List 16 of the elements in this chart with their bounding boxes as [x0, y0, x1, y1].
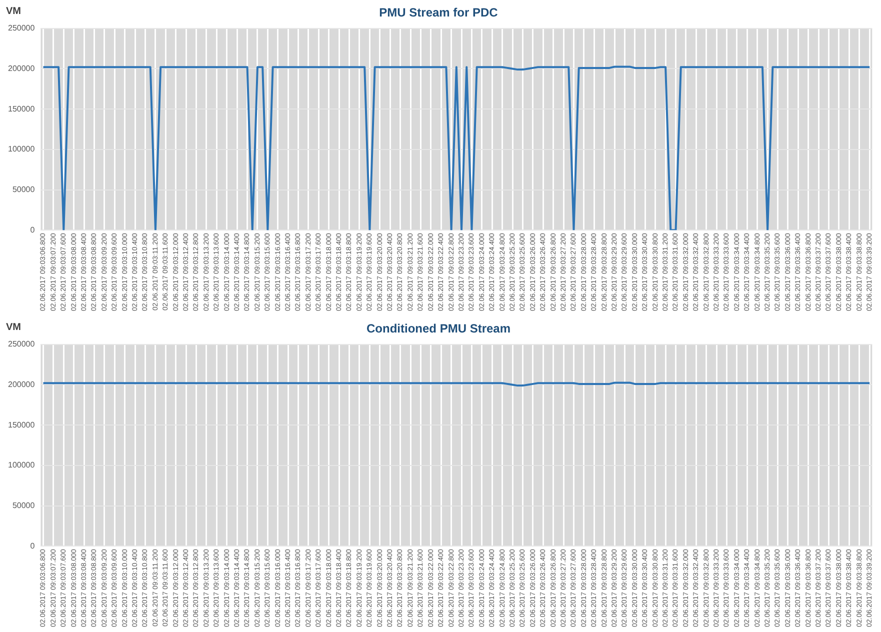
y-axis-title: VM: [6, 6, 21, 17]
y-tick-label: 250000: [8, 24, 36, 33]
y-tick-label: 100000: [8, 144, 36, 154]
chart-title: PMU Stream for PDC: [379, 6, 498, 20]
y-tick-label: 100000: [8, 460, 36, 470]
y-tick-label: 200000: [8, 64, 36, 73]
y-tick-label: 200000: [8, 380, 36, 389]
y-tick-label: 50000: [12, 501, 36, 510]
y-tick-label: 150000: [8, 420, 36, 430]
y-tick-label: 150000: [8, 104, 36, 114]
y-tick-label: 250000: [8, 340, 36, 349]
y-tick-label: 0: [30, 541, 36, 550]
y-tick-label: 0: [30, 225, 36, 234]
chart-title: Conditioned PMU Stream: [366, 322, 511, 336]
y-tick-label: 50000: [12, 185, 36, 194]
y-axis-title: VM: [6, 322, 21, 333]
